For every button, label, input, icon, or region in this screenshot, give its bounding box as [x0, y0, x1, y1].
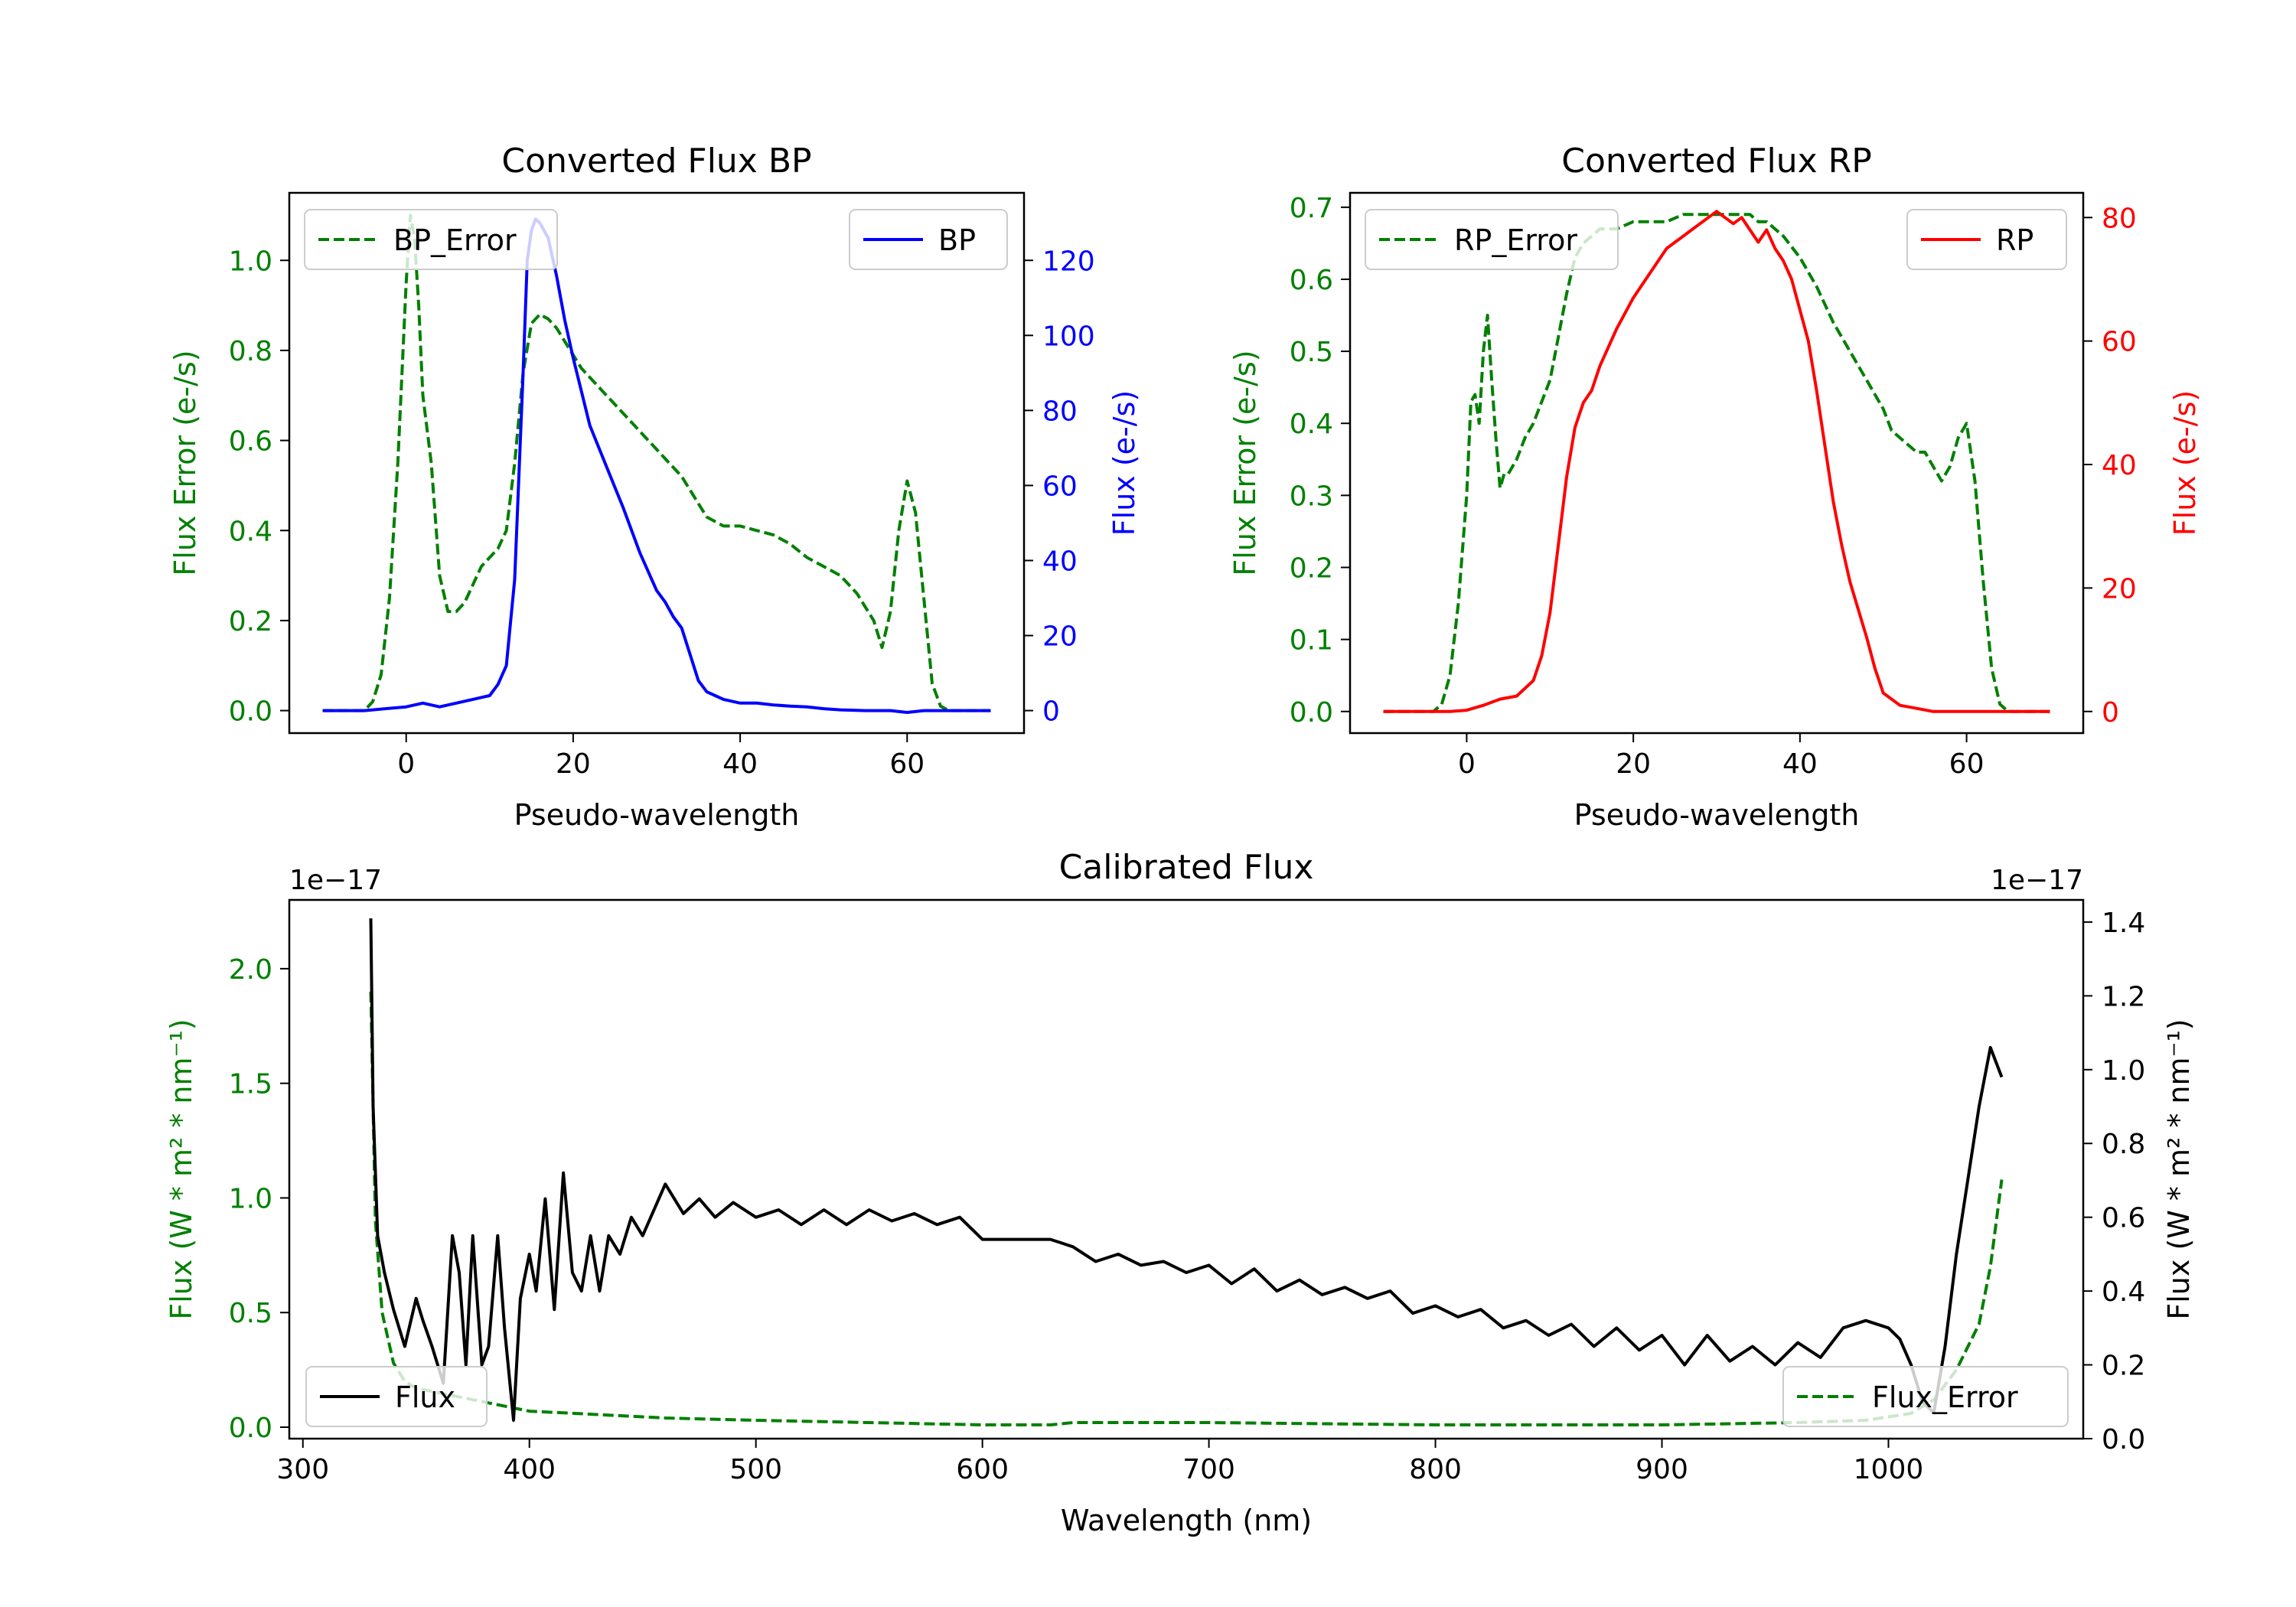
cal-x-tick-label: 900 — [1636, 1454, 1688, 1485]
rp-axes: 0 20 40 60 0.0 0.1 0.2 0.3 0.4 0.5 0.6 0.7 0 20 40 60 80… — [1228, 142, 2202, 832]
cal-y-left-tick-label: 1.0 — [229, 1183, 272, 1214]
rp-y-left-tick-label: 0.7 — [1290, 193, 1333, 224]
bp-y-right-tick-label: 40 — [1042, 546, 1078, 577]
rp-y-right-tick-label: 20 — [2102, 573, 2137, 605]
cal-y-right-axis-label: Flux (W * m² * nm⁻¹) — [2162, 1019, 2196, 1319]
bp-legend-box — [849, 209, 1008, 270]
bp-y-right-tick-label: 0 — [1042, 696, 1060, 728]
rp-series-rp — [1383, 210, 2050, 713]
rp-y-left-tick-label: 0.0 — [1290, 697, 1333, 729]
cal-x-tick-label: 1000 — [1854, 1454, 1924, 1485]
bp-y-left-tick-label: 0.8 — [229, 336, 272, 367]
rp-legend-box — [1906, 209, 2067, 270]
bp-y-right-tick-label: 120 — [1042, 246, 1095, 277]
cal-y-left-axis-label: Flux (W * m² * nm⁻¹) — [165, 1019, 198, 1319]
bp-x-tick-label: 0 — [397, 748, 415, 780]
cal-legend-label: Flux — [395, 1380, 455, 1414]
bp-x-tick-label: 60 — [889, 748, 925, 780]
cal-axes: 300 400 500 600 700 800 900 1000 0.0 0.5 1.0 1.5 2.0… — [165, 848, 2196, 1537]
rp-y-left-tick-label: 0.1 — [1290, 625, 1333, 657]
bp-plot-frame — [288, 191, 1026, 735]
bp-legend-label: BP — [938, 223, 976, 257]
rp-y-right-tick-label: 40 — [2102, 450, 2137, 481]
bp-legend-box — [304, 209, 558, 270]
cal-y-right-tick-label: 0.2 — [2102, 1351, 2145, 1382]
cal-y-right-tick-label: 1.0 — [2102, 1055, 2145, 1087]
cal-legend-box — [305, 1366, 488, 1427]
bp-series-bp — [322, 217, 991, 714]
bp-y-left-tick-label: 1.0 — [229, 246, 272, 277]
bp-y-left-tick-label: 0.6 — [229, 426, 272, 458]
rp-y-left-tick-label: 0.4 — [1290, 409, 1333, 440]
rp-y-right-tick-label: 80 — [2102, 203, 2137, 234]
rp-y-left-axis-label: Flux Error (e-/s) — [1228, 350, 1262, 575]
bp-y-left-axis-label: Flux Error (e-/s) — [168, 350, 202, 575]
rp-series-rp-error — [1383, 213, 2050, 713]
rp-x-tick-label: 60 — [1949, 748, 1985, 780]
rp-legend-label: RP — [1996, 223, 2033, 257]
cal-x-tick-label: 300 — [276, 1454, 329, 1485]
rp-legend-box — [1365, 209, 1619, 270]
bp-y-right-tick-label: 60 — [1042, 471, 1078, 502]
cal-plot-frame — [288, 898, 2085, 1440]
rp-x-tick-label: 20 — [1616, 748, 1651, 780]
rp-y-left-tick-label: 0.3 — [1290, 481, 1333, 512]
rp-y-left-tick-label: 0.2 — [1290, 553, 1333, 584]
bp-axes: 0 20 40 60 0.0 0.2 0.4 0.6 0.8 1.0 0 20 40 60 80 100 120… — [168, 142, 1141, 832]
cal-y-left-tick-label: 2.0 — [229, 954, 272, 986]
bp-x-tick-label: 40 — [722, 748, 758, 780]
rp-plot-frame — [1349, 191, 2085, 735]
cal-y-right-tick-label: 1.2 — [2102, 981, 2145, 1012]
bp-y-right-tick-label: 80 — [1042, 396, 1078, 427]
rp-x-tick-label: 0 — [1458, 748, 1476, 780]
bp-y-right-axis-label: Flux (e-/s) — [1107, 390, 1141, 536]
bp-legend-label: BP_Error — [393, 223, 517, 257]
rp-y-right-axis-label: Flux (e-/s) — [2168, 390, 2202, 536]
cal-legend-box — [1782, 1366, 2069, 1427]
cal-y-right-tick-label: 0.0 — [2102, 1424, 2145, 1455]
rp-x-axis-label: Pseudo-wavelength — [1574, 798, 1860, 832]
cal-offset-left: 1e−17 — [289, 865, 382, 896]
cal-series-flux — [369, 918, 2004, 1422]
cal-title: Calibrated Flux — [1059, 848, 1314, 887]
cal-y-left-tick-label: 1.5 — [229, 1069, 272, 1100]
cal-y-right-tick-label: 1.4 — [2102, 908, 2145, 939]
cal-y-right-tick-label: 0.4 — [2102, 1276, 2145, 1308]
cal-x-axis-label: Wavelength (nm) — [1061, 1504, 1312, 1537]
bp-y-left-tick-label: 0.2 — [229, 606, 272, 637]
cal-y-right-tick-label: 0.6 — [2102, 1203, 2145, 1234]
cal-x-tick-label: 400 — [503, 1454, 556, 1485]
cal-y-left-tick-label: 0.5 — [229, 1298, 272, 1329]
bp-title: Converted Flux BP — [501, 142, 811, 181]
rp-x-tick-label: 40 — [1782, 748, 1818, 780]
cal-legend-label: Flux_Error — [1872, 1380, 2018, 1414]
bp-y-right-tick-label: 20 — [1042, 621, 1078, 653]
bp-series-bp-error — [322, 214, 991, 712]
cal-y-right-tick-label: 0.8 — [2102, 1129, 2145, 1160]
rp-y-right-tick-label: 0 — [2102, 697, 2119, 729]
cal-x-tick-label: 600 — [956, 1454, 1009, 1485]
cal-x-tick-label: 800 — [1409, 1454, 1462, 1485]
rp-y-left-tick-label: 0.5 — [1290, 337, 1333, 368]
cal-offset-right: 1e−17 — [1991, 865, 2083, 896]
rp-title: Converted Flux RP — [1561, 142, 1872, 181]
cal-x-tick-label: 700 — [1182, 1454, 1235, 1485]
bp-y-left-tick-label: 0.0 — [229, 696, 272, 728]
rp-y-right-tick-label: 60 — [2102, 327, 2137, 358]
cal-y-left-tick-label: 0.0 — [229, 1413, 272, 1444]
rp-legend-label: RP_Error — [1454, 223, 1577, 257]
rp-y-left-tick-label: 0.6 — [1290, 265, 1333, 296]
bp-y-right-tick-label: 100 — [1042, 321, 1095, 352]
cal-x-tick-label: 500 — [729, 1454, 782, 1485]
bp-x-tick-label: 20 — [556, 748, 591, 780]
bp-y-left-tick-label: 0.4 — [229, 516, 272, 547]
bp-x-axis-label: Pseudo-wavelength — [514, 798, 800, 832]
